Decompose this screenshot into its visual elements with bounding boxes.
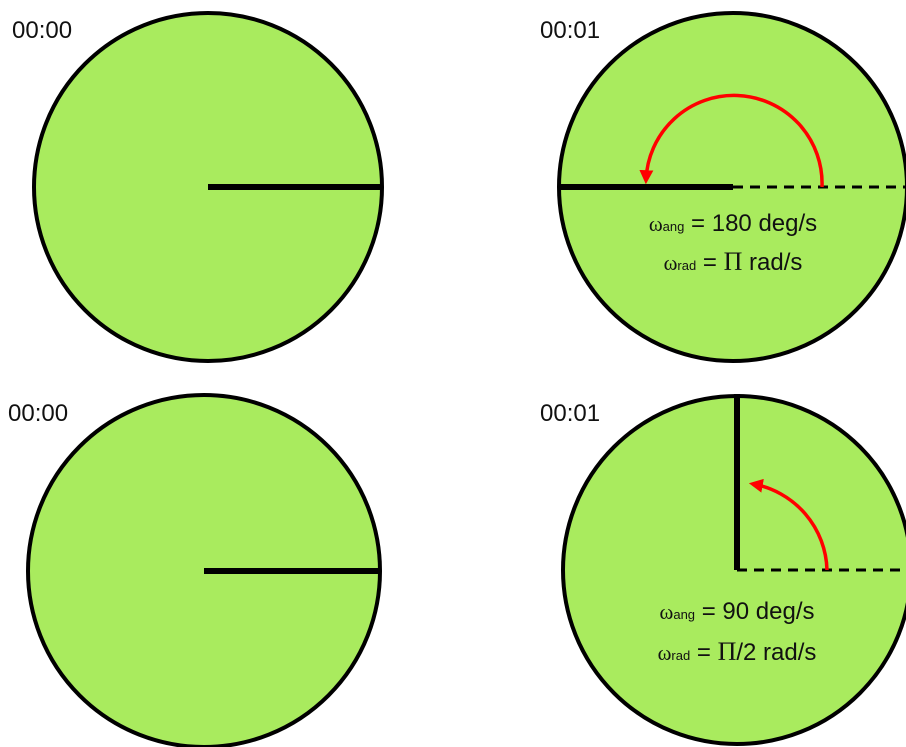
- time-label: 00:01: [540, 17, 600, 44]
- panel-top-right: 00:01 ωang = 180 deg/s ωrad = Π rad/s: [540, 11, 906, 363]
- time-label: 00:00: [12, 17, 72, 44]
- time-label: 00:00: [8, 400, 68, 427]
- angular-velocity-degrees: ωang = 180 deg/s: [649, 210, 817, 237]
- angular-velocity-radians: ωrad = Π/2 rad/s: [658, 637, 817, 666]
- panel-bottom-left: 00:00: [8, 393, 382, 747]
- panel-bottom-right: 00:01 ωang = 90 deg/s ωrad = Π/2 rad/s: [540, 394, 906, 746]
- time-label: 00:01: [540, 400, 600, 427]
- panel-top-left: 00:00: [12, 11, 384, 363]
- angular-velocity-degrees: ωang = 90 deg/s: [660, 598, 815, 625]
- rotation-arrow: [639, 93, 824, 188]
- angular-velocity-radians: ωrad = Π rad/s: [664, 247, 803, 276]
- rotation-arrow: [748, 478, 829, 571]
